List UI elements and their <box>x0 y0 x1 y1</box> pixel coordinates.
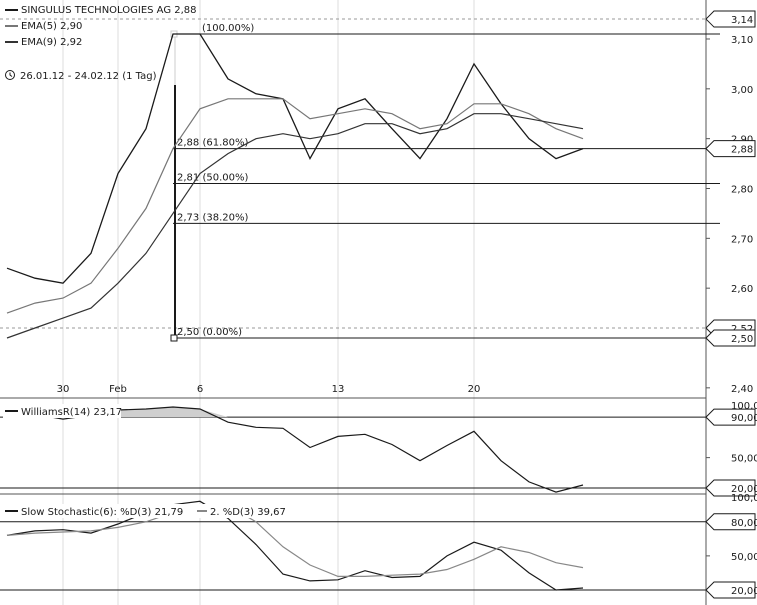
williams-legend-box <box>3 404 121 418</box>
williams-level-badge-shape <box>705 408 756 426</box>
x-axis-tick-label: 13 <box>332 384 345 395</box>
price-badge-shape <box>705 140 756 158</box>
williams-level-badge-label: 90,00 <box>731 413 757 424</box>
stochastic-axis-tick-label: 50,00 <box>731 552 757 563</box>
stochastic-level-badge-label: 20,00 <box>731 586 757 597</box>
williams-level-badge-label: 20,00 <box>731 484 757 495</box>
x-axis-tick-label: 6 <box>197 384 203 395</box>
chart-period-label: 26.01.12 - 24.02.12 (1 Tag) <box>20 71 157 82</box>
legend-entry: SINGULUS TECHNOLOGIES AG 2,88 <box>21 5 197 16</box>
stochastic-axis-tick-label: 100,00 <box>731 493 757 504</box>
legend-entry: EMA(9) 2,92 <box>21 37 82 48</box>
price-axis-tick-label: 3,00 <box>731 85 753 96</box>
fibonacci-level-label: 2,73 (38.20%) <box>177 212 248 223</box>
price-badge-shape <box>705 329 756 347</box>
stochastic-level-badge: 80,00 <box>705 513 757 531</box>
fibonacci-level-label: 2,50 (0.00%) <box>177 327 242 338</box>
price-series-line-1 <box>6 33 584 284</box>
price-axis-tick-label: 3,10 <box>731 35 753 46</box>
x-axis-tick-label: Feb <box>109 384 127 395</box>
williams-axis-tick-label: 50,00 <box>731 454 757 465</box>
stochastic-level-badge-shape <box>705 581 756 599</box>
williams-level-badge: 20,00 <box>705 479 757 497</box>
stochastic-legend-box <box>3 504 293 518</box>
price-badge-shape <box>705 10 756 28</box>
stochastic-legend-entry: Slow Stochastic(6): %D(3) 21,79 <box>21 507 183 518</box>
williams-line <box>6 406 584 493</box>
price-badge: 2,88 <box>705 140 756 158</box>
price-series-line-2 <box>6 98 584 314</box>
stochastic-level-badge-shape <box>705 513 756 531</box>
fibonacci-level-label: (100.00%) <box>202 23 254 34</box>
price-axis-tick-label: 2,70 <box>731 234 753 245</box>
x-axis-tick-label: 20 <box>468 384 481 395</box>
williams-axis-tick-label: 100,00 <box>731 401 757 412</box>
fibonacci-level-label: 2,88 (61.80%) <box>177 138 248 149</box>
williams-legend-entry: WilliamsR(14) 23,17 <box>21 407 122 418</box>
clock-icon <box>5 70 15 80</box>
price-badge-label: 2,88 <box>731 145 753 156</box>
price-badge: 3,14 <box>705 10 756 28</box>
fibonacci-level-label: 2,81 (50.00%) <box>177 173 248 184</box>
clock-icon-face <box>5 70 15 80</box>
stochastic-level-badge-label: 80,00 <box>731 518 757 529</box>
williams-level-badge: 90,00 <box>705 408 757 426</box>
fibonacci-handle <box>170 334 178 342</box>
x-axis-tick-label: 30 <box>57 384 70 395</box>
price-axis-tick-label: 2,80 <box>731 184 753 195</box>
price-axis-tick-label: 2,60 <box>731 284 753 295</box>
stochastic-line-2 <box>6 505 584 578</box>
price-badge: 2,50 <box>705 329 756 347</box>
stochastic-legend-entry: 2. %D(3) 39,67 <box>210 507 286 518</box>
clock-icon-hands <box>9 72 13 77</box>
price-badge-label: 3,14 <box>731 15 753 26</box>
price-axis-tick-label: 2,40 <box>731 384 753 395</box>
price-series-line-3 <box>6 113 584 339</box>
williams-level-badge-shape <box>705 479 756 497</box>
stochastic-level-badge: 20,00 <box>705 581 757 599</box>
price-badge-label: 2,50 <box>731 334 753 345</box>
legend-entry: EMA(5) 2,90 <box>21 21 82 32</box>
